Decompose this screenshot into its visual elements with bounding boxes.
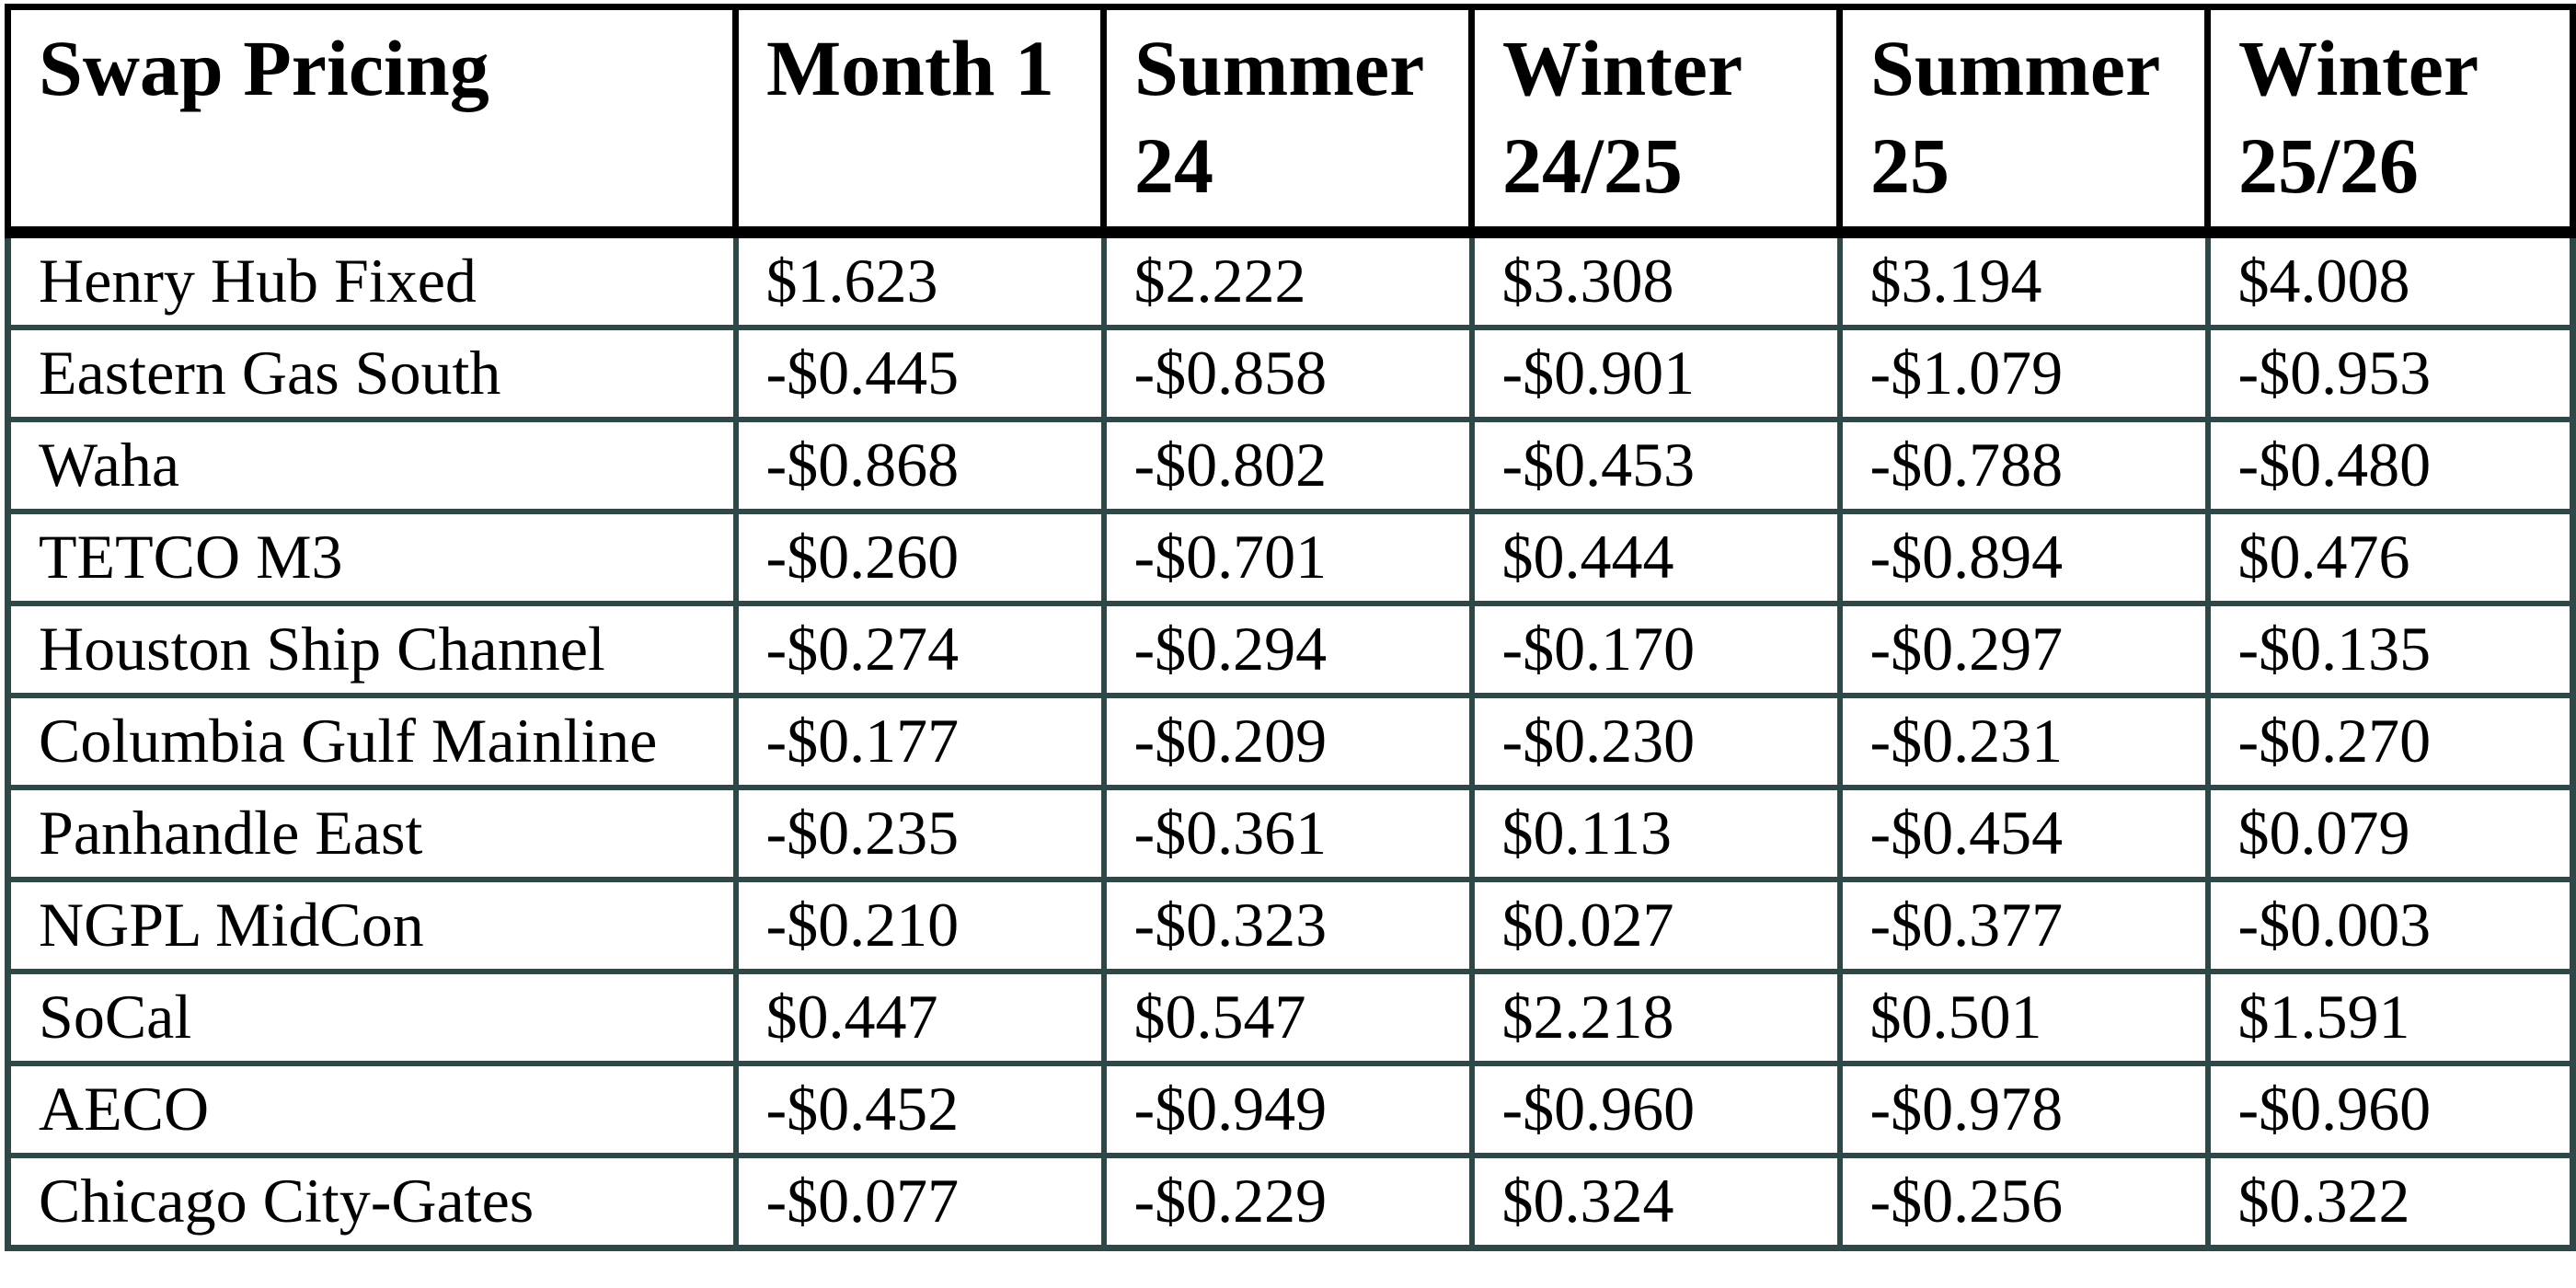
cell-value: $0.447 (732, 969, 1107, 1066)
table-title-cell: Swap Pricing (5, 4, 739, 238)
cell-value: $0.027 (1468, 877, 1843, 974)
cell-value: -$0.445 (732, 325, 1107, 422)
cell-value: -$0.270 (2204, 693, 2576, 790)
table-row: Houston Ship Channel -$0.274 -$0.294 -$0.17… (5, 601, 2576, 698)
table-header: Swap Pricing Month 1 Summer 24 Winter 24… (5, 4, 2576, 238)
table-row: Chicago City-Gates -$0.077 -$0.229 $0.324 -$… (5, 1153, 2576, 1251)
cell-value: -$0.229 (1100, 1153, 1475, 1251)
table-body: Henry Hub Fixed $1.623 $2.222 $3.308 $3.194 $… (5, 229, 2576, 1251)
table-row: Henry Hub Fixed $1.623 $2.222 $3.308 $3.194 $… (5, 229, 2576, 330)
cell-value: -$0.377 (1836, 877, 2211, 974)
table-row: SoCal $0.447 $0.547 $2.218 $0.501 $1.591 (5, 969, 2576, 1066)
cell-value: $1.591 (2204, 969, 2576, 1066)
row-label: Houston Ship Channel (5, 601, 739, 698)
cell-value: $1.623 (732, 229, 1107, 330)
cell-value: -$0.480 (2204, 417, 2576, 514)
cell-value: $0.322 (2204, 1153, 2576, 1251)
cell-value: -$0.868 (732, 417, 1107, 514)
column-header-month-1: Month 1 (732, 4, 1107, 238)
cell-value: $0.444 (1468, 509, 1843, 606)
cell-value: $0.547 (1100, 969, 1475, 1066)
table-row: AECO -$0.452 -$0.949 -$0.960 -$0.978 -$0.960 (5, 1061, 2576, 1158)
table-row: NGPL MidCon -$0.210 -$0.323 $0.027 -$0.377 -$… (5, 877, 2576, 974)
cell-value: -$0.949 (1100, 1061, 1475, 1158)
cell-value: -$0.235 (732, 785, 1107, 882)
cell-value: -$0.453 (1468, 417, 1843, 514)
cell-value: -$0.788 (1836, 417, 2211, 514)
cell-value: $3.308 (1468, 229, 1843, 330)
cell-value: -$0.960 (2204, 1061, 2576, 1158)
column-header-summer-24: Summer 24 (1100, 4, 1475, 238)
row-label: Columbia Gulf Mainline (5, 693, 739, 790)
swap-pricing-table: Swap Pricing Month 1 Summer 24 Winter 24… (5, 4, 2576, 1251)
table-row: Eastern Gas South -$0.445 -$0.858 -$0.901 -$… (5, 325, 2576, 422)
cell-value: $0.476 (2204, 509, 2576, 606)
cell-value: -$0.230 (1468, 693, 1843, 790)
cell-value: -$0.274 (732, 601, 1107, 698)
row-label: AECO (5, 1061, 739, 1158)
cell-value: -$0.170 (1468, 601, 1843, 698)
cell-value: $0.079 (2204, 785, 2576, 882)
table-row: Waha -$0.868 -$0.802 -$0.453 -$0.788 -$0.480 (5, 417, 2576, 514)
cell-value: -$0.361 (1100, 785, 1475, 882)
row-label: Henry Hub Fixed (5, 229, 739, 330)
cell-value: -$0.978 (1836, 1061, 2211, 1158)
cell-value: -$0.231 (1836, 693, 2211, 790)
row-label: Waha (5, 417, 739, 514)
row-label: NGPL MidCon (5, 877, 739, 974)
cell-value: -$0.901 (1468, 325, 1843, 422)
cell-value: $0.501 (1836, 969, 2211, 1066)
cell-value: -$0.294 (1100, 601, 1475, 698)
row-label: Chicago City-Gates (5, 1153, 739, 1251)
cell-value: -$0.894 (1836, 509, 2211, 606)
cell-value: -$0.454 (1836, 785, 2211, 882)
cell-value: $4.008 (2204, 229, 2576, 330)
header-row: Swap Pricing Month 1 Summer 24 Winter 24… (5, 4, 2576, 238)
row-label: TETCO M3 (5, 509, 739, 606)
cell-value: -$0.960 (1468, 1061, 1843, 1158)
cell-value: -$0.323 (1100, 877, 1475, 974)
cell-value: -$0.209 (1100, 693, 1475, 790)
cell-value: -$0.177 (732, 693, 1107, 790)
row-label: Eastern Gas South (5, 325, 739, 422)
cell-value: $2.222 (1100, 229, 1475, 330)
cell-value: $2.218 (1468, 969, 1843, 1066)
column-header-summer-25: Summer 25 (1836, 4, 2211, 238)
cell-value: -$0.210 (732, 877, 1107, 974)
cell-value: -$0.802 (1100, 417, 1475, 514)
table-row: TETCO M3 -$0.260 -$0.701 $0.444 -$0.894 $0.47… (5, 509, 2576, 606)
cell-value: -$0.135 (2204, 601, 2576, 698)
cell-value: $3.194 (1836, 229, 2211, 330)
row-label: Panhandle East (5, 785, 739, 882)
column-header-winter-25-26: Winter 25/26 (2204, 4, 2576, 238)
cell-value: -$0.256 (1836, 1153, 2211, 1251)
cell-value: $0.324 (1468, 1153, 1843, 1251)
table-row: Panhandle East -$0.235 -$0.361 $0.113 -$0.45… (5, 785, 2576, 882)
cell-value: -$0.701 (1100, 509, 1475, 606)
table-row: Columbia Gulf Mainline -$0.177 -$0.209 -$0.… (5, 693, 2576, 790)
cell-value: -$0.953 (2204, 325, 2576, 422)
cell-value: -$0.858 (1100, 325, 1475, 422)
cell-value: -$0.297 (1836, 601, 2211, 698)
column-header-winter-24-25: Winter 24/25 (1468, 4, 1843, 238)
cell-value: -$0.260 (732, 509, 1107, 606)
cell-value: -$1.079 (1836, 325, 2211, 422)
cell-value: -$0.077 (732, 1153, 1107, 1251)
row-label: SoCal (5, 969, 739, 1066)
cell-value: -$0.003 (2204, 877, 2576, 974)
cell-value: -$0.452 (732, 1061, 1107, 1158)
cell-value: $0.113 (1468, 785, 1843, 882)
